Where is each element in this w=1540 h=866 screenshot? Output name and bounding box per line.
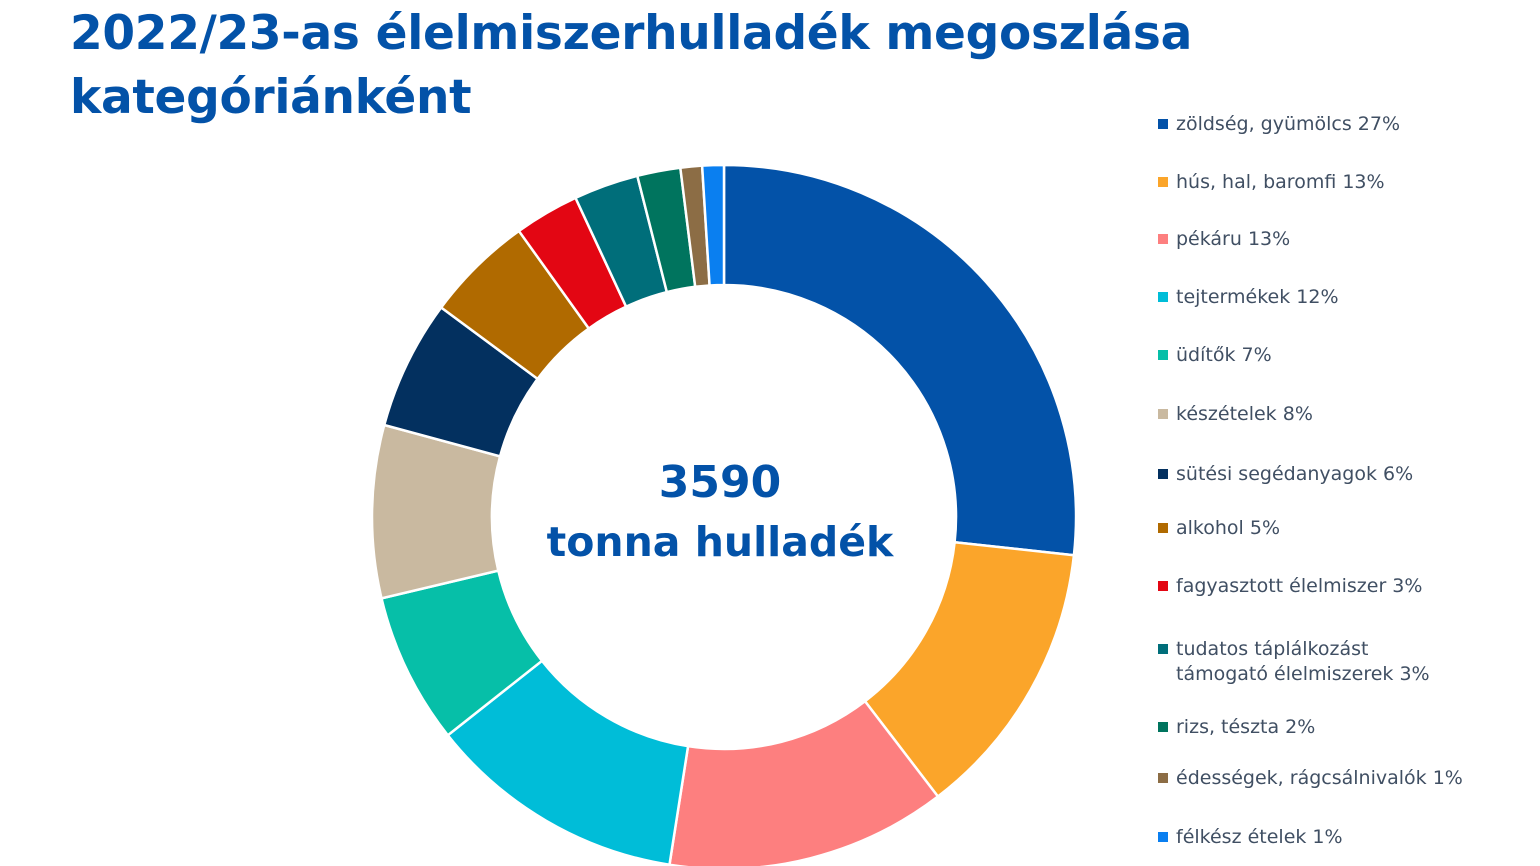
legend-item: édességek, rágcsálnivalók 1% [1158,766,1463,791]
legend-label: sütési segédanyagok 6% [1176,463,1414,485]
legend-swatch [1158,773,1168,783]
legend: zöldség, gyümölcs 27% hús, hal, baromfi 1… [1158,0,1538,866]
legend-label: alkohol 5% [1176,517,1280,539]
legend-swatch [1158,523,1168,533]
legend-label: tejtermékek 12% [1176,286,1339,308]
legend-swatch [1158,234,1168,244]
legend-label: fagyasztott élelmiszer 3% [1176,575,1423,597]
slice-13 [700,163,726,287]
center-value: 3590 [658,457,782,508]
legend-swatch [1158,177,1168,187]
legend-swatch [1158,832,1168,842]
legend-swatch [1158,409,1168,419]
legend-swatch [1158,292,1168,302]
legend-item: tejtermékek 12% [1158,285,1339,310]
legend-label: zöldség, gyümölcs 27% [1176,113,1401,135]
legend-label: készételek 8% [1176,403,1313,425]
legend-label: édességek, rágcsálnivalók 1% [1176,767,1463,789]
legend-swatch [1158,350,1168,360]
legend-label: üdítők 7% [1176,344,1272,366]
legend-item: sütési segédanyagok 6% [1158,462,1413,487]
legend-label: pékáru 13% [1176,228,1291,250]
legend-label: félkész ételek 1% [1176,826,1343,848]
legend-item: félkész ételek 1% [1158,825,1343,850]
center-caption: tonna hulladék [546,518,894,566]
legend-label: tudatos táplálkozást támogató élelmiszer… [1176,638,1430,685]
legend-swatch [1158,119,1168,129]
legend-item: készételek 8% [1158,402,1313,427]
legend-item: rizs, tészta 2% [1158,715,1315,740]
legend-item: alkohol 5% [1158,516,1280,541]
legend-swatch [1158,644,1168,654]
legend-item: tudatos táplálkozást támogató élelmiszer… [1158,637,1430,687]
legend-swatch [1158,722,1168,732]
chart-title: 2022/23-as élelmiszerhulladék megoszlása… [70,6,1193,125]
legend-swatch [1158,581,1168,591]
legend-item: üdítők 7% [1158,343,1272,368]
legend-item: pékáru 13% [1158,227,1290,252]
legend-item: zöldség, gyümölcs 27% [1158,112,1400,137]
legend-item: fagyasztott élelmiszer 3% [1158,574,1422,599]
legend-label: hús, hal, baromfi 13% [1176,171,1385,193]
legend-item: hús, hal, baromfi 13% [1158,170,1385,195]
slice-1 [722,163,1078,557]
legend-swatch [1158,469,1168,479]
legend-label: rizs, tészta 2% [1176,716,1316,738]
